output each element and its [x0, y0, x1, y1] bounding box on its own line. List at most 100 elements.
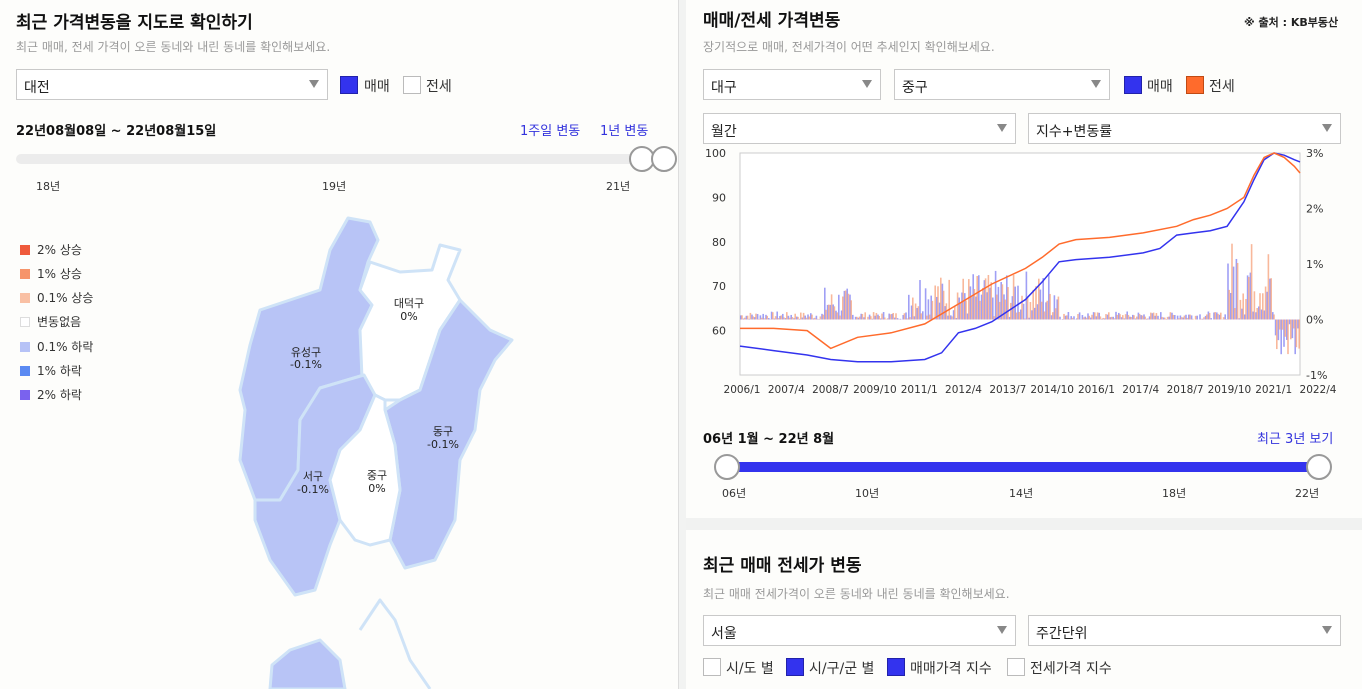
jeonse-change-bar: [895, 313, 897, 320]
sale-change-bar: [1050, 315, 1053, 320]
district-select-value: 중구: [902, 80, 928, 96]
sale-change-bar: [1230, 292, 1232, 320]
sale-change-bar: [882, 312, 885, 320]
x-tick-label: 2017/4: [1122, 384, 1159, 396]
sale-change-bar: [894, 317, 896, 320]
sale-change-bar: [1263, 310, 1266, 320]
sale-change-bar: [888, 313, 890, 320]
sale-change-bar: [1218, 314, 1221, 320]
week-change-link[interactable]: 1주일 변동: [520, 124, 581, 139]
sale-change-bar: [1297, 319, 1299, 329]
legend-item: 0.1% 상승: [20, 289, 93, 306]
metric-select[interactable]: 지수+변동률: [1028, 113, 1341, 144]
range-slider-end-handle[interactable]: [1306, 454, 1332, 480]
legend-swatch: [20, 342, 30, 352]
chevron-down-icon: [1322, 626, 1332, 634]
legend-item: 2% 상승: [20, 241, 82, 258]
jeonse-change-bar: [1091, 314, 1093, 320]
jeonse-change-bar: [912, 297, 914, 320]
jeonse-checkbox[interactable]: [1186, 76, 1204, 94]
sale-change-bar: [966, 313, 969, 320]
trend-panel: 매매/전세 가격변동 ※ 출처 : KB부동산 장기적으로 매매, 전세가격이 …: [686, 0, 1362, 689]
jeonse-checkbox[interactable]: [403, 76, 421, 94]
sale-checkbox-label: 매매: [364, 79, 390, 95]
daejeon-map: 유성구 -0.1% 대덕구 0% 동구 -0.1% 서구 -0.1% 중구 0%: [238, 216, 514, 689]
chart-range-label: 06년 1월 ~ 22년 8월: [703, 432, 835, 447]
sale-checkbox[interactable]: [340, 76, 358, 94]
section2-unit-select[interactable]: 주간단위: [1028, 615, 1341, 646]
recent-3y-link[interactable]: 최근 3년 보기: [1257, 432, 1334, 447]
jeonse-change-bar: [1057, 296, 1060, 320]
sale-change-bar: [1246, 275, 1249, 320]
price-trend-chart: 100 90 80 70 60 3% 2% 1% 0% -1% 2006/1 2007/4 2008/7…: [705, 147, 1337, 396]
x-tick-label: 2007/4: [768, 384, 805, 396]
jeonse-change-bar: [1133, 315, 1135, 320]
map-panel: 최근 가격변동을 지도로 확인하기 최근 매매, 전세 가격이 오른 동네와 내…: [0, 0, 678, 689]
sale-change-bar: [1045, 302, 1047, 320]
map-date-slider-handle[interactable]: [629, 146, 655, 172]
range-slider-start-handle[interactable]: [714, 454, 740, 480]
sale-change-bar: [1272, 312, 1274, 320]
period-select[interactable]: 월간: [703, 113, 1016, 144]
sale-change-bar: [1076, 318, 1078, 320]
jeonse-change-bar: [760, 317, 763, 320]
jeonse-change-bar: [1026, 296, 1029, 320]
jeonse-change-bar: [830, 294, 833, 320]
jeonse-change-bar: [1113, 318, 1116, 320]
year-change-link[interactable]: 1년 변동: [600, 124, 649, 139]
district-dong: [383, 298, 514, 570]
region-select[interactable]: 대전: [16, 69, 328, 100]
jeonse-change-bar: [914, 303, 917, 320]
city-select[interactable]: 대구: [703, 69, 881, 100]
jeonse-change-bar: [1049, 293, 1051, 320]
district-value-label: -0.1%: [427, 438, 459, 451]
jeonse-change-bar: [1116, 314, 1118, 320]
x-tick-label: 2011/1: [901, 384, 938, 396]
sale-change-bar: [1120, 317, 1123, 320]
map-date-slider-handle-end[interactable]: [651, 146, 677, 172]
map-date-slider-track[interactable]: [16, 154, 656, 164]
sido-checkbox[interactable]: [703, 658, 721, 676]
sale-change-bar: [793, 318, 795, 320]
x-tick-label: 2013/7: [989, 384, 1026, 396]
sale-change-bar: [994, 270, 997, 320]
sale-change-bar: [902, 315, 904, 320]
sale-change-bar: [1039, 289, 1042, 320]
map-slider-tick: 18년: [36, 180, 61, 193]
jeonse-change-bar: [1206, 314, 1208, 320]
jeonse-change-bar: [1189, 314, 1191, 320]
jeonse-change-bar: [1234, 308, 1236, 320]
jeonse-change-bar: [1253, 291, 1256, 320]
sale-change-bar: [1048, 274, 1050, 320]
jeonse-change-bar: [802, 312, 805, 320]
legend-swatch: [20, 293, 30, 303]
section2-city-select[interactable]: 서울: [703, 615, 1016, 646]
jeonse-change-bar: [752, 316, 754, 320]
sale-index-checkbox[interactable]: [887, 658, 905, 676]
sale-change-bar: [804, 315, 806, 320]
range-slider-tick: 14년: [1009, 487, 1034, 500]
sale-change-bar: [787, 315, 790, 320]
section2-unit-value: 주간단위: [1036, 626, 1088, 642]
sale-checkbox[interactable]: [1124, 76, 1142, 94]
sigungu-checkbox[interactable]: [786, 658, 804, 676]
range-slider-fill[interactable]: [726, 462, 1320, 472]
jeonse-change-bar: [1024, 318, 1026, 320]
panel-divider[interactable]: [678, 0, 686, 689]
sale-change-bar: [1204, 315, 1207, 320]
district-select[interactable]: 중구: [894, 69, 1110, 100]
sale-change-bar: [978, 275, 980, 320]
jeonse-index-checkbox[interactable]: [1007, 658, 1025, 676]
sale-change-bar: [1070, 316, 1072, 320]
jeonse-change-bar: [903, 313, 906, 320]
jeonse-change-bar: [1231, 243, 1233, 320]
sale-checkbox-label: 매매: [1147, 79, 1173, 95]
sale-change-bar: [852, 314, 854, 320]
jeonse-change-bar: [1094, 312, 1096, 320]
jeonse-change-bar: [940, 277, 942, 320]
jeonse-change-bar: [1085, 317, 1088, 320]
jeonse-change-bar: [1239, 299, 1242, 320]
range-slider-tick: 06년: [722, 487, 747, 500]
district-value-label: -0.1%: [297, 483, 329, 496]
jeonse-change-bar: [1038, 278, 1040, 320]
